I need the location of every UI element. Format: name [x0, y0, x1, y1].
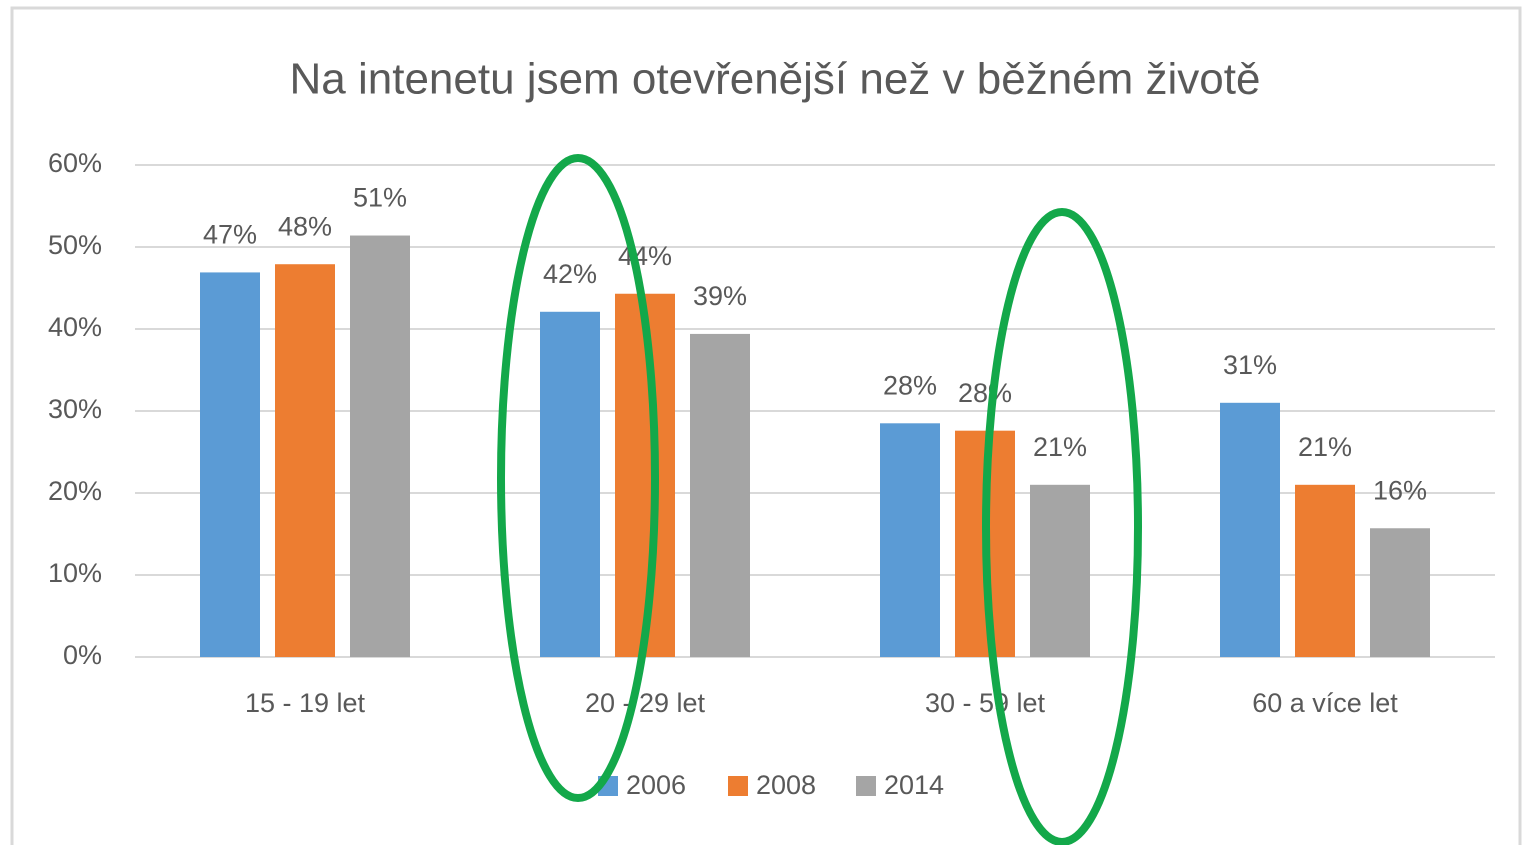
legend-label: 2008 [756, 770, 816, 800]
data-label: 31% [1223, 350, 1277, 380]
bar [880, 423, 940, 657]
y-tick-label: 10% [48, 558, 102, 588]
bar [1295, 484, 1355, 657]
x-tick-label: 60 a více let [1252, 688, 1398, 718]
y-tick-label: 60% [48, 148, 102, 178]
bar [275, 264, 335, 657]
legend-swatch [728, 776, 748, 796]
bar [540, 311, 600, 657]
annotation-ellipse [982, 208, 1142, 845]
legend-label: 2006 [626, 770, 686, 800]
bar [1030, 484, 1090, 657]
bar [200, 272, 260, 657]
bar [1370, 528, 1430, 657]
data-label: 28% [883, 370, 937, 400]
x-tick-label: 20 - 29 let [585, 688, 706, 718]
y-tick-label: 20% [48, 476, 102, 506]
data-label: 39% [693, 281, 747, 311]
plot: 0% 10% 20% 30% 40% 50% 60% 15 - 19 let 47% 48% 51%… [48, 148, 1495, 800]
y-tick-label: 30% [48, 394, 102, 424]
annotation-ellipse [497, 154, 659, 802]
bar [1220, 402, 1280, 657]
data-label: 48% [278, 211, 332, 241]
legend-label: 2014 [884, 770, 944, 800]
chart-title: Na intenetu jsem otevřenější než v běžné… [290, 55, 1261, 104]
bar [690, 333, 750, 657]
y-tick-label: 0% [63, 640, 102, 670]
data-label: 42% [543, 259, 597, 289]
data-label: 21% [1033, 432, 1087, 462]
data-label: 16% [1373, 475, 1427, 505]
data-label: 21% [1298, 432, 1352, 462]
legend-swatch [856, 776, 876, 796]
data-label: 47% [203, 220, 257, 250]
data-label: 51% [353, 183, 407, 213]
data-label: 28% [958, 378, 1012, 408]
x-tick-label: 15 - 19 let [245, 688, 366, 718]
bar [350, 235, 410, 657]
x-tick-label: 30 - 59 let [925, 688, 1046, 718]
y-tick-label: 40% [48, 312, 102, 342]
y-tick-label: 50% [48, 230, 102, 260]
data-label: 44% [618, 241, 672, 271]
